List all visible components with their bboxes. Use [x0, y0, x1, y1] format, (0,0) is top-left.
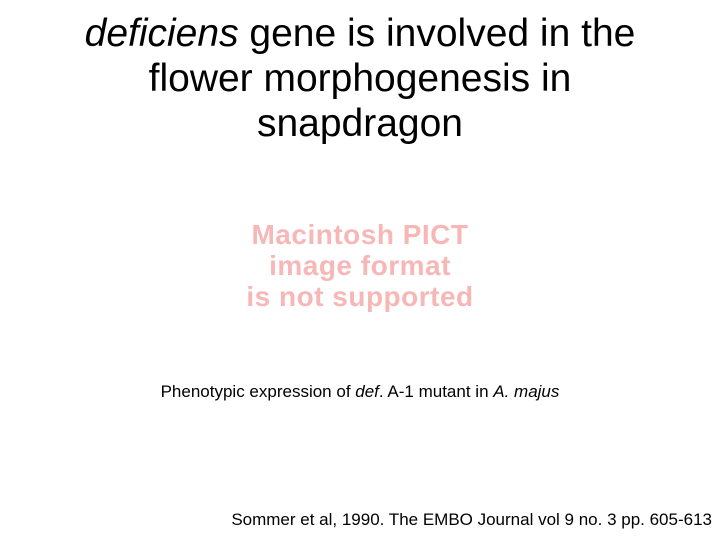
pict-line-1: Macintosh PICT	[0, 220, 720, 251]
pict-line-3: is not supported	[0, 282, 720, 313]
title-italic-word: deficiens	[85, 12, 239, 55]
pict-placeholder: Macintosh PICT image format is not suppo…	[0, 220, 720, 312]
caption-prefix: Phenotypic expression of	[161, 382, 356, 401]
figure-caption: Phenotypic expression of def. A-1 mutant…	[0, 382, 720, 402]
slide-container: deficiens gene is involved in the flower…	[0, 0, 720, 540]
pict-line-2: image format	[0, 251, 720, 282]
slide-title: deficiens gene is involved in the flower…	[60, 12, 660, 147]
title-text: deficiens gene is involved in the flower…	[85, 12, 636, 145]
citation-text: Sommer et al, 1990. The EMBO Journal vol…	[231, 510, 712, 530]
caption-mid: . A-1 mutant in	[379, 382, 493, 401]
caption-italic-2: A. majus	[493, 382, 559, 401]
caption-italic-1: def	[355, 382, 379, 401]
